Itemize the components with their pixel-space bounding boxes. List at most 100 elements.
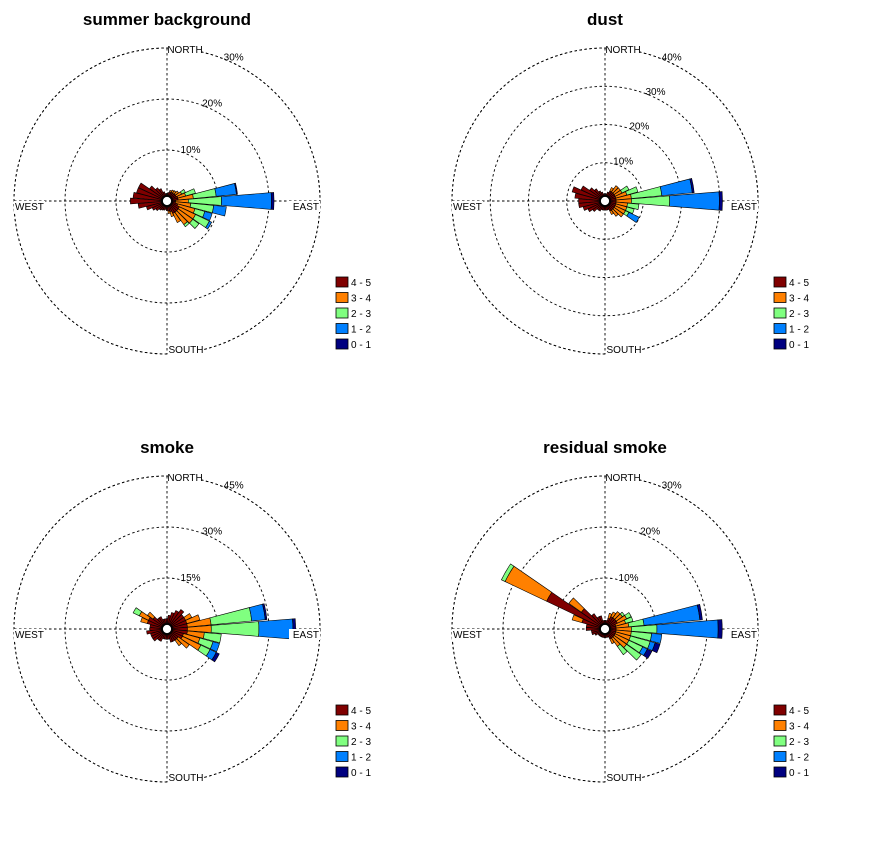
south-label: SOUTH (169, 773, 204, 784)
wind-bar-90-0-1 (270, 192, 275, 210)
north-label-bg (168, 472, 202, 483)
wind-bar-90-1-2 (669, 191, 720, 211)
wind-bar-80-1-2 (214, 183, 237, 197)
north-label-bg (168, 44, 202, 55)
ring-label: 40% (662, 52, 682, 63)
west-label: WEST (453, 630, 482, 641)
wind-bar-100-1-2 (649, 633, 663, 644)
north-label: NORTH (605, 473, 640, 484)
west-label-bg (14, 629, 45, 640)
east-label: EAST (731, 630, 757, 641)
ring-label: 45% (224, 480, 244, 491)
wind-bar-100-2-3 (202, 632, 222, 644)
east-label-bg (289, 201, 320, 212)
wind-rose-dust: dust 10% 20% 30% 40% NORTH EAST SOUTH WEST 4 - 5 3… (451, 10, 809, 356)
ring-label: 30% (202, 527, 222, 538)
wind-rose-smoke: smoke 15% 30% 45% NORTH EAST SOUTH WEST 4 - 5 3 -… (13, 438, 371, 784)
legend-label-0-1: 0 - 1 (351, 340, 371, 351)
wind-bar-120-0-1 (643, 648, 653, 659)
wind-bar-300-2-3 (132, 607, 143, 617)
wind-bar-80-0-1 (689, 178, 695, 194)
chart-title: residual smoke (543, 438, 667, 457)
wind-bar-80-2-3 (192, 188, 217, 199)
east-label: EAST (293, 630, 319, 641)
legend-swatch-2-3 (335, 307, 349, 319)
ring-label: 20% (202, 99, 222, 110)
legend-label-3-4: 3 - 4 (789, 722, 809, 733)
chart-title: dust (587, 10, 623, 29)
wind-bar-300-2-3 (501, 563, 515, 582)
legend-swatch-0-1 (773, 766, 787, 778)
south-label-bg (607, 772, 641, 783)
south-label: SOUTH (607, 773, 642, 784)
east-label: EAST (293, 202, 319, 213)
east-label: EAST (731, 202, 757, 213)
wind-bar-80-0-1 (262, 603, 268, 621)
north-label: NORTH (605, 45, 640, 56)
legend-swatch-0-1 (773, 338, 787, 350)
chart-title: summer background (83, 10, 251, 29)
wind-bar-90-0-1 (717, 619, 723, 639)
chart-title: smoke (140, 438, 194, 457)
ring-label: 20% (640, 527, 660, 538)
ring-label: 10% (613, 156, 633, 167)
wind-bar-120-0-1 (211, 651, 220, 663)
legend-swatch-0-1 (335, 766, 349, 778)
ring-label: 30% (224, 52, 244, 63)
legend-label-4-5: 4 - 5 (351, 706, 371, 717)
legend-swatch-2-3 (335, 735, 349, 747)
wind-bar-100-2-3 (626, 202, 640, 210)
legend-label-1-2: 1 - 2 (789, 325, 809, 336)
legend-label-1-2: 1 - 2 (351, 325, 371, 336)
legend-label-1-2: 1 - 2 (789, 753, 809, 764)
ring-label: 15% (181, 573, 201, 584)
legend-swatch-4-5 (335, 704, 349, 716)
wind-bar-140-2-3 (183, 221, 190, 228)
west-label: WEST (15, 202, 44, 213)
legend-label-2-3: 2 - 3 (351, 737, 371, 748)
ring-label: 30% (662, 480, 682, 491)
west-label: WEST (453, 202, 482, 213)
legend-label-2-3: 2 - 3 (789, 737, 809, 748)
wind-rose-residual-smoke: residual smoke 10% 20% 30% NORTH EAST SOUTH WES… (451, 438, 809, 784)
south-label: SOUTH (169, 345, 204, 356)
wind-bar-80-1-2 (659, 178, 693, 196)
west-label-bg (14, 201, 45, 212)
south-label-bg (169, 344, 203, 355)
wind-rose-summer-background: summer background 10% 20% 30% NORTH EAST SOUTH… (13, 10, 371, 356)
legend-swatch-1-2 (773, 323, 787, 334)
center-hole (599, 623, 611, 635)
east-label-bg (727, 201, 758, 212)
wind-bar-140-2-3 (616, 643, 628, 656)
north-label-bg (606, 44, 640, 55)
wind-bar-300-3-4 (504, 565, 553, 602)
wind-bar-90-0-1 (718, 191, 723, 211)
wind-bar-70-2-3 (625, 186, 639, 196)
wind-bar-110-1-2 (202, 211, 213, 221)
legend-label-0-1: 0 - 1 (351, 768, 371, 779)
wind-bar-70-2-3 (624, 616, 634, 624)
wind-bar-50-2-3 (619, 611, 625, 618)
legend-swatch-3-4 (773, 292, 787, 303)
north-label: NORTH (167, 473, 202, 484)
legend-swatch-4-5 (773, 704, 787, 716)
wind-bar-170-3-4 (167, 210, 171, 214)
center-hole (161, 195, 173, 207)
legend-label-0-1: 0 - 1 (789, 340, 809, 351)
legend-swatch-4-5 (773, 276, 787, 288)
legend-label-4-5: 4 - 5 (351, 278, 371, 289)
legend-swatch-1-2 (335, 751, 349, 762)
legend-swatch-2-3 (773, 307, 787, 319)
wind-bar-110-2-3 (625, 206, 635, 214)
wind-bar-130-2-3 (189, 218, 200, 229)
legend-label-3-4: 3 - 4 (351, 294, 371, 305)
ring-label: 10% (619, 573, 639, 584)
legend-label-0-1: 0 - 1 (789, 768, 809, 779)
center-hole (599, 195, 611, 207)
legend-swatch-2-3 (773, 735, 787, 747)
wind-bar-80-0-1 (696, 603, 703, 621)
legend-swatch-0-1 (335, 338, 349, 350)
west-label-bg (452, 629, 483, 640)
legend-label-2-3: 2 - 3 (351, 309, 371, 320)
wind-bar-80-0-1 (234, 182, 238, 195)
